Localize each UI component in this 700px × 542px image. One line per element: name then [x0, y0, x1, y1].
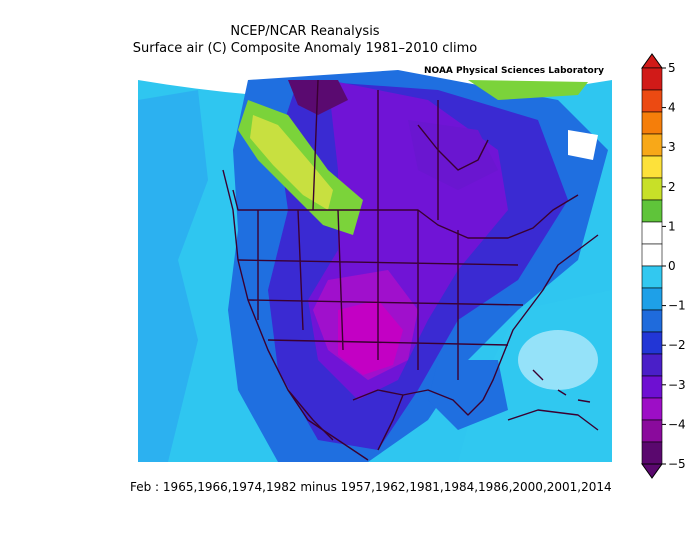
anomaly-map	[138, 60, 612, 462]
colorbar-tick-label: 2	[668, 180, 676, 194]
composite-caption: Feb : 1965,1966,1974,1982 minus 1957,196…	[130, 480, 612, 494]
chart-title: NCEP/NCAR Reanalysis	[230, 24, 380, 39]
colorbar-swatch	[641, 397, 663, 421]
colorbar-swatch	[641, 199, 663, 223]
colorbar-swatch	[641, 155, 663, 179]
colorbar-swatch	[641, 89, 663, 113]
colorbar-tick-label: −5	[668, 457, 686, 471]
colorbar-tick-label: 1	[668, 219, 676, 233]
colorbar-swatch	[641, 265, 663, 289]
canada-lines	[312, 79, 439, 220]
colorbar-tick-label: −3	[668, 378, 686, 392]
mexico-outline	[287, 389, 404, 461]
contour-white-east	[518, 330, 598, 390]
colorbar-swatch	[641, 111, 663, 135]
colorbar-swatch	[641, 133, 663, 157]
colorbar-swatch	[641, 419, 663, 443]
cuba	[507, 409, 599, 431]
colorbar-swatch	[641, 67, 663, 91]
contour-magenta	[338, 300, 403, 375]
colorbar-tick-label: 0	[668, 259, 676, 273]
colorbar: 5 4 3 2 1 0 −1 −2 −3 −4 −5	[630, 50, 690, 495]
contour-blue-gulf	[428, 360, 508, 430]
west-coast	[222, 169, 334, 441]
colorbar-bottom-arrow	[641, 463, 663, 479]
colorbar-tick-label: 4	[668, 101, 676, 115]
colorbar-tick-label: 3	[668, 140, 676, 154]
islands	[532, 369, 591, 403]
hudson-bay	[417, 124, 489, 171]
credit-label: NOAA Physical Sciences Laboratory	[424, 66, 605, 76]
colorbar-swatch	[641, 441, 663, 465]
borders	[222, 79, 599, 461]
colorbar-tick-label: −2	[668, 338, 686, 352]
contour-blue1-west	[138, 90, 208, 462]
colorbar-tick-label: −4	[668, 417, 686, 431]
colorbar-swatch	[641, 177, 663, 201]
colorbar-swatch	[641, 375, 663, 399]
colorbar-top-arrow	[641, 53, 663, 69]
contour-hudson	[408, 120, 498, 190]
gulf-coast	[352, 354, 504, 416]
contour-green-ne	[468, 80, 588, 100]
colorbar-swatch	[641, 331, 663, 355]
colorbar-tick-label: −1	[668, 299, 686, 313]
east-coast	[502, 234, 599, 356]
contour-white-ne	[568, 130, 598, 160]
colorbar-tick-label: 5	[668, 61, 676, 75]
contour-yellowgreen	[250, 115, 333, 210]
colorbar-swatch	[641, 353, 663, 377]
colorbar-swatch	[641, 221, 663, 245]
colorbar-swatch	[641, 309, 663, 333]
colorbar-swatch	[641, 287, 663, 311]
colorbar-swatch	[641, 243, 663, 267]
chart-subtitle: Surface air (C) Composite Anomaly 1981–2…	[132, 41, 478, 56]
state-lines	[237, 209, 524, 380]
